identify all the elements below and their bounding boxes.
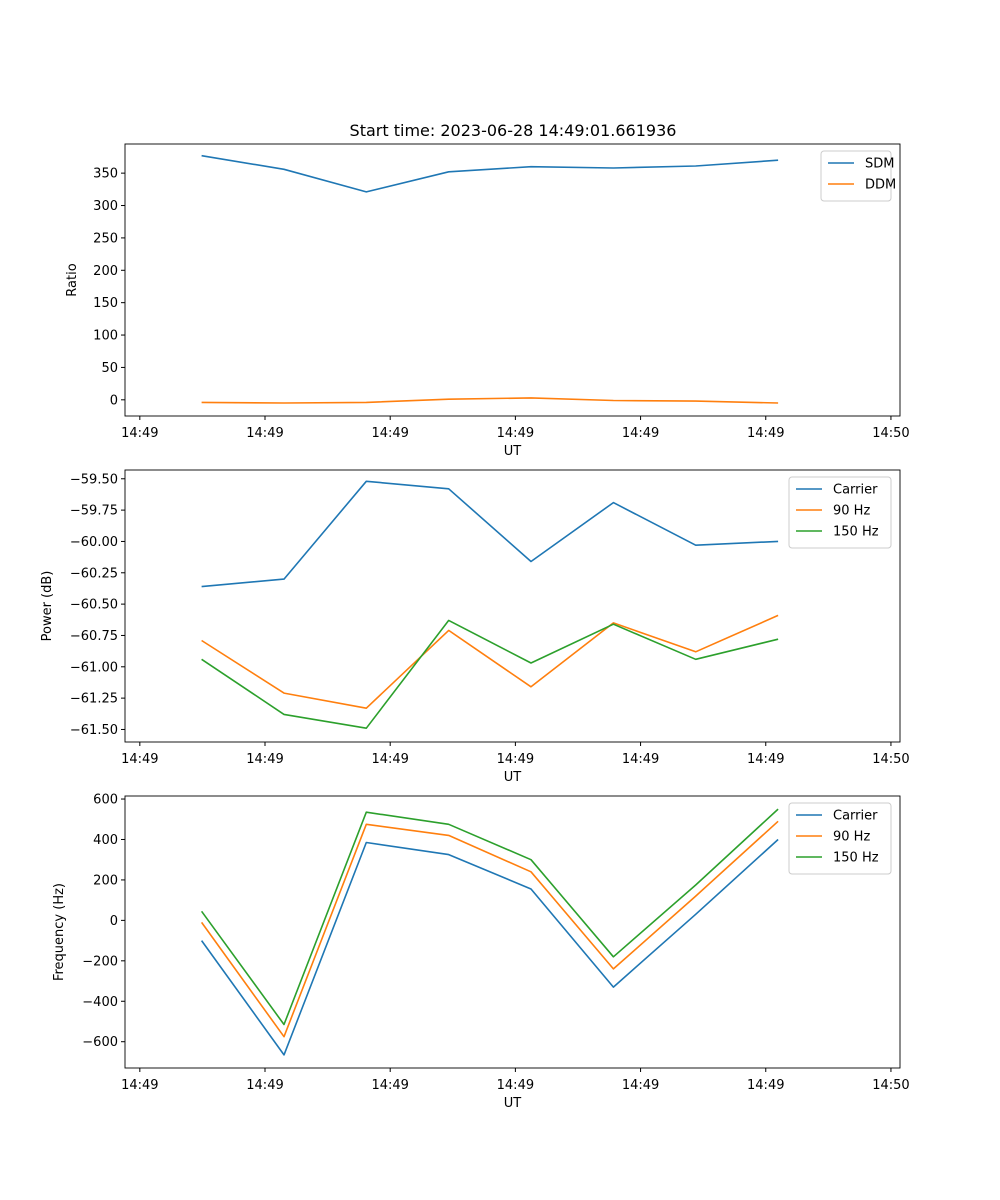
legend-label: 150 Hz	[833, 525, 879, 540]
series-line-90-hz	[201, 614, 779, 710]
x-tick-label: 14:49	[497, 1078, 534, 1093]
x-axis-label: UT	[504, 444, 522, 459]
legend-label: DDM	[865, 178, 896, 193]
y-axis-label: Frequency (Hz)	[52, 883, 67, 981]
x-tick-label: 14:49	[497, 426, 534, 441]
y-tick-label: 150	[93, 296, 118, 311]
legend-label: 150 Hz	[833, 851, 879, 866]
legend-label: Carrier	[833, 809, 878, 824]
y-tick-label: −600	[82, 1035, 118, 1050]
x-tick-label: 14:50	[872, 426, 909, 441]
y-tick-label: −200	[82, 954, 118, 969]
y-tick-label: 300	[93, 199, 118, 214]
legend-label: Carrier	[833, 483, 878, 498]
y-tick-label: −60.50	[70, 598, 118, 613]
x-tick-label: 14:49	[246, 752, 283, 767]
legend: SDM DDM	[820, 150, 896, 202]
y-axis-label: Ratio	[65, 263, 80, 296]
y-tick-label: −400	[82, 995, 118, 1010]
x-tick-label: 14:49	[747, 1078, 784, 1093]
y-tick-label: 250	[93, 231, 118, 246]
y-tick-label: −60.00	[70, 535, 118, 550]
x-tick-label: 14:50	[872, 752, 909, 767]
legend: Carrier 90 Hz 150 Hz	[788, 802, 892, 875]
y-tick-label: 200	[93, 264, 118, 279]
x-tick-label: 14:49	[747, 426, 784, 441]
x-tick-label: 14:49	[246, 426, 283, 441]
y-tick-label: 200	[93, 873, 118, 888]
x-tick-label: 14:50	[872, 1078, 909, 1093]
series-line-ddm	[201, 397, 779, 404]
x-tick-label: 14:49	[622, 752, 659, 767]
subplot-1: 0 50 100 150 200 250 300 350 14:49 14:49 14:49 14:4…	[65, 143, 910, 459]
legend-label: 90 Hz	[833, 504, 870, 519]
series-line-150-hz	[201, 619, 779, 730]
plots: 0 50 100 150 200 250 300 350 14:49 14:49 14:49 14:4…	[40, 143, 910, 1111]
y-tick-label: 50	[101, 361, 118, 376]
subplot-2: −61.50 −61.25 −61.00 −60.75 −60.50 −60.25 −60.…	[40, 469, 910, 785]
axes-frame	[124, 143, 901, 417]
chart-title: Start time: 2023-06-28 14:49:01.661936	[350, 121, 677, 140]
x-tick-label: 14:49	[371, 426, 408, 441]
x-axis-label: UT	[504, 1096, 522, 1111]
series-line-90-hz	[200, 820, 779, 1038]
x-tick-label: 14:49	[246, 1078, 283, 1093]
y-tick-label: −59.50	[70, 472, 118, 487]
y-tick-label: −61.50	[70, 723, 118, 738]
y-tick-label: 100	[93, 329, 118, 344]
y-tick-label: 400	[93, 833, 118, 848]
x-tick-label: 14:49	[747, 752, 784, 767]
x-tick-label: 14:49	[622, 1078, 659, 1093]
y-tick-label: 0	[110, 914, 118, 929]
y-tick-label: −61.25	[70, 692, 118, 707]
y-tick-label: −60.25	[70, 566, 118, 581]
series-line-sdm	[201, 154, 779, 193]
y-tick-label: 0	[110, 393, 118, 408]
legend: Carrier 90 Hz 150 Hz	[788, 476, 892, 549]
series-line-carrier	[201, 480, 779, 588]
axes-frame	[124, 469, 901, 743]
x-tick-label: 14:49	[121, 1078, 158, 1093]
x-tick-label: 14:49	[121, 426, 158, 441]
subplot-3: −600 −400 −200 0 200 400 600 14:49 14:49 14:49 14:…	[52, 793, 910, 1111]
x-tick-label: 14:49	[121, 752, 158, 767]
y-tick-label: −61.00	[70, 660, 118, 675]
y-axis-label: Power (dB)	[40, 571, 55, 642]
axes-frame	[124, 795, 901, 1069]
legend-label: SDM	[865, 157, 894, 172]
series-line-150-hz	[200, 808, 779, 1026]
x-tick-label: 14:49	[371, 752, 408, 767]
y-tick-label: 600	[93, 793, 118, 808]
x-tick-label: 14:49	[622, 426, 659, 441]
y-tick-label: −59.75	[70, 504, 118, 519]
series-line-carrier	[200, 838, 779, 1056]
y-tick-label: 350	[93, 167, 118, 182]
x-tick-label: 14:49	[371, 1078, 408, 1093]
x-axis-label: UT	[504, 770, 522, 785]
y-tick-label: −60.75	[70, 629, 118, 644]
x-tick-label: 14:49	[497, 752, 534, 767]
legend-label: 90 Hz	[833, 830, 870, 845]
